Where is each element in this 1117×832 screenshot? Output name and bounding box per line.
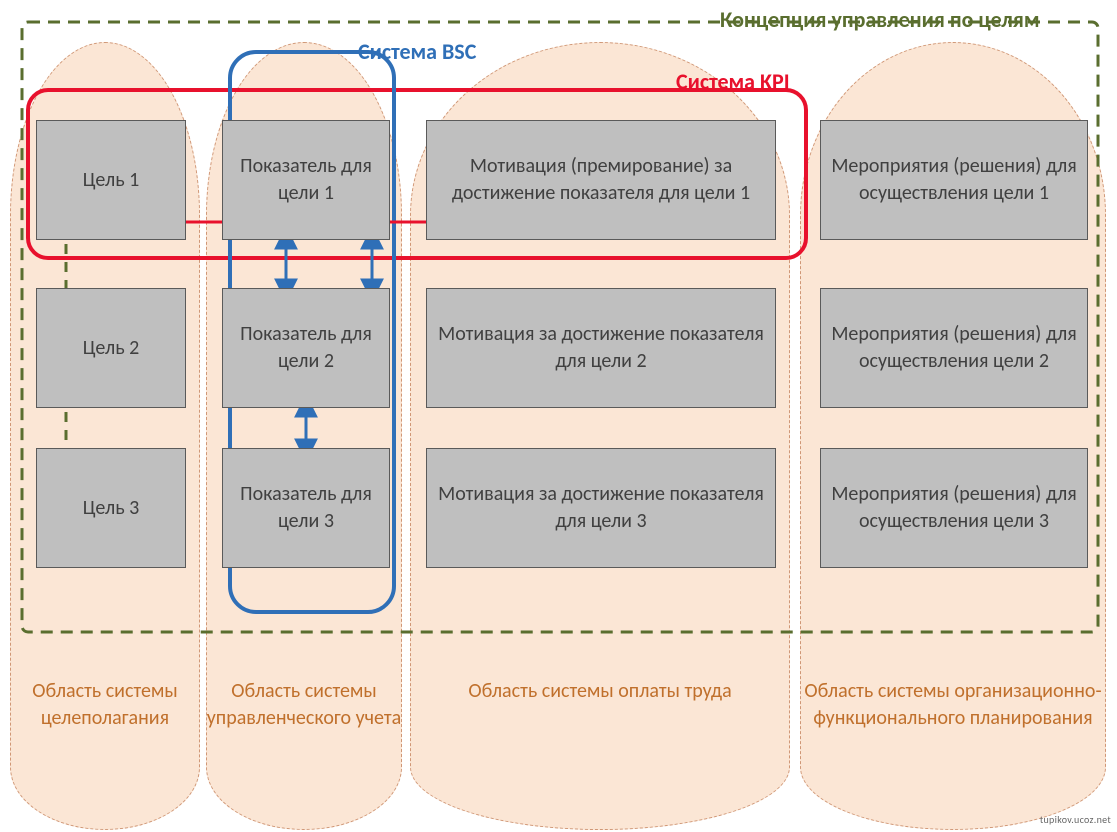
diagram-stage: Концепция управления по целям Система BS… — [0, 0, 1117, 832]
area-label-account: Область системы управленческого учета — [206, 678, 402, 732]
goal-cell: Цель 2 — [36, 288, 186, 408]
activity-cell: Мероприятия (решения) для осуществления … — [820, 120, 1088, 240]
activity-cell: Мероприятия (решения) для осуществления … — [820, 448, 1088, 568]
activity-cell: Мероприятия (решения) для осуществления … — [820, 288, 1088, 408]
area-label-planning: Область системы организационно-функциона… — [800, 678, 1106, 732]
indicator-cell: Показатель для цели 1 — [222, 120, 390, 240]
watermark: tupikov.ucoz.net — [1040, 813, 1111, 826]
kpi-title: Система KPI — [676, 68, 790, 95]
goal-cell: Цель 3 — [36, 448, 186, 568]
area-label-pay: Область системы оплаты труда — [410, 678, 790, 705]
motivation-cell: Мотивация (премирование) за достижение п… — [426, 120, 776, 240]
indicator-cell: Показатель для цели 3 — [222, 448, 390, 568]
goal-cell: Цель 1 — [36, 120, 186, 240]
indicator-cell: Показатель для цели 2 — [222, 288, 390, 408]
concept-title: Концепция управления по целям — [720, 6, 1040, 33]
bsc-title: Система BSC — [358, 38, 476, 65]
motivation-cell: Мотивация за достижение показателя для ц… — [426, 448, 776, 568]
motivation-cell: Мотивация за достижение показателя для ц… — [426, 288, 776, 408]
area-label-goals: Область системы целеполагания — [10, 678, 200, 732]
